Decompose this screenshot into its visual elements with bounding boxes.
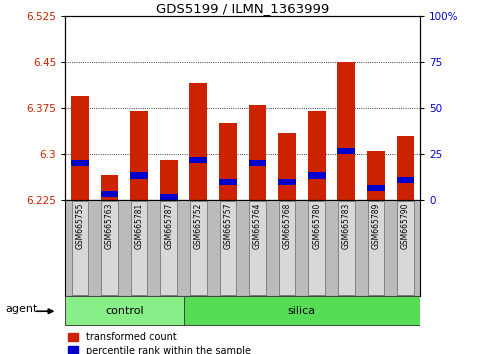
Bar xyxy=(184,296,420,325)
Title: GDS5199 / ILMN_1363999: GDS5199 / ILMN_1363999 xyxy=(156,2,329,15)
Bar xyxy=(308,172,326,178)
Bar xyxy=(130,172,148,178)
Bar xyxy=(397,201,414,295)
Legend: transformed count, percentile rank within the sample: transformed count, percentile rank withi… xyxy=(66,331,253,354)
Bar xyxy=(249,201,266,295)
Bar xyxy=(278,178,296,185)
Bar xyxy=(368,201,384,295)
Bar xyxy=(337,148,355,154)
Text: GSM665781: GSM665781 xyxy=(135,203,143,249)
Bar xyxy=(160,201,177,295)
Bar xyxy=(189,157,207,163)
Bar xyxy=(308,111,326,200)
Bar xyxy=(219,123,237,200)
Text: GSM665790: GSM665790 xyxy=(401,203,410,249)
Text: GSM665789: GSM665789 xyxy=(371,203,380,249)
Bar xyxy=(160,160,178,200)
Bar xyxy=(337,62,355,200)
Bar xyxy=(367,185,384,191)
Bar xyxy=(190,201,207,295)
Text: GSM665764: GSM665764 xyxy=(253,203,262,249)
Bar xyxy=(338,201,355,295)
Bar xyxy=(219,178,237,185)
Bar xyxy=(160,194,178,200)
Bar xyxy=(71,96,89,200)
Bar xyxy=(131,201,147,295)
Bar xyxy=(101,191,118,197)
Text: GSM665787: GSM665787 xyxy=(164,203,173,249)
Bar xyxy=(397,136,414,200)
Bar xyxy=(101,176,118,200)
Bar xyxy=(101,201,118,295)
Text: GSM665757: GSM665757 xyxy=(224,203,232,249)
Bar xyxy=(278,132,296,200)
Bar xyxy=(65,296,184,325)
Text: GSM665752: GSM665752 xyxy=(194,203,203,249)
Text: GSM665783: GSM665783 xyxy=(342,203,351,249)
Bar xyxy=(308,201,325,295)
Bar xyxy=(397,177,414,183)
Bar xyxy=(220,201,236,295)
Bar xyxy=(71,201,88,295)
Text: GSM665755: GSM665755 xyxy=(75,203,85,249)
Bar xyxy=(189,84,207,200)
Text: silica: silica xyxy=(288,306,316,316)
Bar xyxy=(249,105,267,200)
Bar xyxy=(279,201,296,295)
Text: agent: agent xyxy=(5,304,38,314)
Text: control: control xyxy=(105,306,143,316)
Text: GSM665768: GSM665768 xyxy=(283,203,292,249)
Bar xyxy=(71,160,89,166)
Bar xyxy=(249,160,267,166)
Text: GSM665780: GSM665780 xyxy=(312,203,321,249)
Text: GSM665763: GSM665763 xyxy=(105,203,114,249)
Bar xyxy=(367,151,384,200)
Bar xyxy=(130,111,148,200)
